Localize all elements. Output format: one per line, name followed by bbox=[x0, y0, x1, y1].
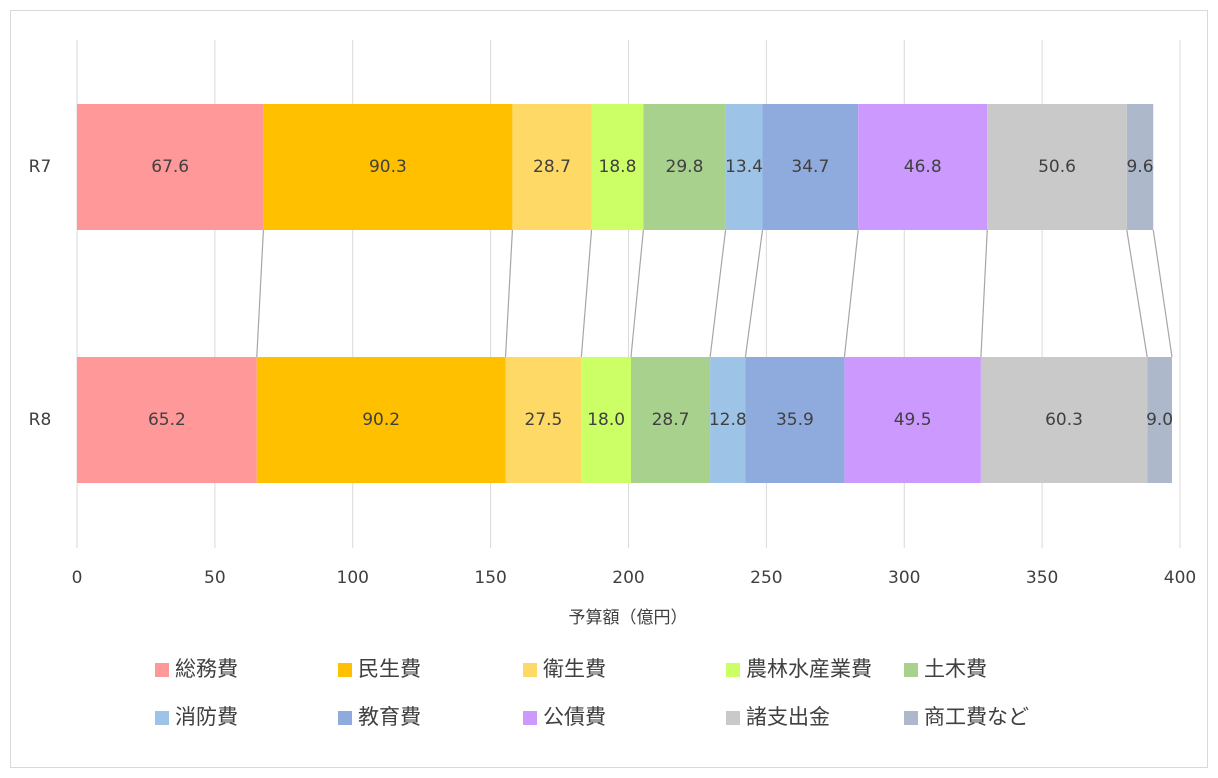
data-label: 60.3 bbox=[1045, 410, 1083, 430]
series-line bbox=[630, 229, 644, 358]
data-label: 35.9 bbox=[776, 410, 814, 430]
legend-swatch bbox=[338, 663, 352, 677]
x-tick-label: 350 bbox=[1026, 568, 1058, 588]
legend-label: 衛生費 bbox=[543, 657, 606, 681]
data-label: 27.5 bbox=[525, 410, 563, 430]
bar-segment bbox=[256, 357, 506, 483]
data-label: 90.2 bbox=[362, 410, 400, 430]
data-label: 29.8 bbox=[666, 157, 704, 177]
data-label: 9.0 bbox=[1146, 410, 1173, 430]
bar-segment bbox=[1147, 357, 1173, 483]
series-line bbox=[980, 229, 988, 358]
x-tick-label: 400 bbox=[1164, 568, 1196, 588]
bar-segment bbox=[591, 104, 644, 230]
bar-segment bbox=[505, 357, 582, 483]
legend-label: 土木費 bbox=[924, 657, 987, 681]
x-tick-label: 300 bbox=[888, 568, 920, 588]
series-line bbox=[709, 229, 727, 358]
series-line bbox=[504, 229, 514, 358]
legend-swatch bbox=[155, 711, 169, 725]
data-label: 18.0 bbox=[587, 410, 625, 430]
series-line bbox=[744, 229, 764, 358]
bar-segment bbox=[77, 357, 257, 483]
data-label: 9.6 bbox=[1126, 157, 1153, 177]
series-line bbox=[1152, 229, 1173, 358]
legend-label: 公債費 bbox=[543, 705, 606, 729]
bar-segment bbox=[630, 357, 711, 483]
data-label: 46.8 bbox=[904, 157, 942, 177]
legend-label: 消防費 bbox=[175, 705, 238, 729]
series-line bbox=[843, 229, 859, 358]
legend-swatch bbox=[155, 663, 169, 677]
legend-label: 民生費 bbox=[358, 657, 421, 681]
y-tick-label: R7 bbox=[29, 157, 52, 177]
legend-label: 総務費 bbox=[175, 657, 238, 681]
data-label: 28.7 bbox=[652, 410, 690, 430]
series-line bbox=[1126, 229, 1148, 358]
legend-label: 諸支出金 bbox=[746, 705, 830, 729]
bar-segment bbox=[1126, 104, 1154, 230]
data-label: 28.7 bbox=[533, 157, 571, 177]
legend-swatch bbox=[523, 711, 537, 725]
bar-segment bbox=[762, 104, 859, 230]
series-line bbox=[256, 229, 265, 358]
x-tick-label: 250 bbox=[750, 568, 782, 588]
series-line bbox=[580, 229, 593, 358]
x-axis-title: 予算額（億円） bbox=[569, 608, 688, 628]
bar-segment bbox=[581, 357, 631, 483]
x-tick-label: 200 bbox=[612, 568, 644, 588]
data-label: 67.6 bbox=[151, 157, 189, 177]
x-tick-label: 50 bbox=[204, 568, 226, 588]
bar-segment bbox=[980, 357, 1148, 483]
legend-swatch bbox=[726, 663, 740, 677]
y-tick-label: R8 bbox=[29, 410, 52, 430]
data-label: 12.8 bbox=[709, 410, 747, 430]
x-tick-label: 100 bbox=[337, 568, 369, 588]
legend-swatch bbox=[904, 711, 918, 725]
legend-swatch bbox=[726, 711, 740, 725]
data-label: 13.4 bbox=[725, 157, 763, 177]
legend-label: 農林水産業費 bbox=[746, 657, 872, 681]
bar-segment bbox=[512, 104, 592, 230]
legend-swatch bbox=[523, 663, 537, 677]
legend-label: 教育費 bbox=[358, 705, 421, 729]
bar-segment bbox=[263, 104, 513, 230]
bar-segment bbox=[844, 357, 981, 483]
bar-segment bbox=[858, 104, 988, 230]
data-label: 34.7 bbox=[791, 157, 829, 177]
bar-segment bbox=[745, 357, 845, 483]
bar-segment bbox=[725, 104, 763, 230]
legend-swatch bbox=[904, 663, 918, 677]
legend-swatch bbox=[338, 711, 352, 725]
bar-segment bbox=[77, 104, 264, 230]
legend-label: 商工費など bbox=[924, 705, 1029, 729]
bar-segment bbox=[710, 357, 746, 483]
x-tick-label: 150 bbox=[474, 568, 506, 588]
bar-segment bbox=[987, 104, 1127, 230]
data-label: 90.3 bbox=[369, 157, 407, 177]
data-label: 49.5 bbox=[894, 410, 932, 430]
data-label: 65.2 bbox=[148, 410, 186, 430]
data-label: 50.6 bbox=[1038, 157, 1076, 177]
x-tick-label: 0 bbox=[72, 568, 83, 588]
bar-segment bbox=[643, 104, 726, 230]
data-label: 18.8 bbox=[599, 157, 637, 177]
